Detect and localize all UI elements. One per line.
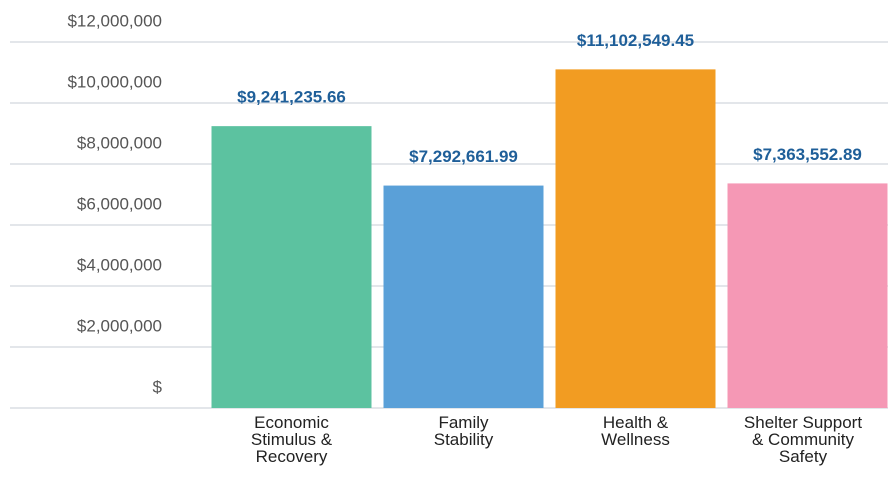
bar — [555, 69, 716, 408]
x-tick-label: Family Stability — [433, 413, 494, 449]
bar — [211, 126, 372, 409]
value-label: $7,363,552.89 — [753, 145, 862, 164]
y-tick-label: $12,000,000 — [67, 11, 162, 30]
y-tick-label: $4,000,000 — [77, 255, 162, 274]
value-label: $11,102,549.45 — [577, 31, 694, 50]
bar — [727, 183, 888, 408]
y-tick-label: $8,000,000 — [77, 133, 162, 152]
value-label: $9,241,235.66 — [237, 88, 346, 107]
y-tick-label: $2,000,000 — [77, 316, 162, 335]
bar — [383, 185, 544, 408]
x-tick-label: Shelter Support & Community Safety — [743, 413, 863, 466]
value-label: $7,292,661.99 — [409, 147, 518, 166]
x-tick-label: Economic Stimulus & Recovery — [250, 413, 333, 466]
y-tick-label: $6,000,000 — [77, 194, 162, 213]
y-tick-label: $10,000,000 — [67, 72, 162, 91]
x-tick-label: Health & Wellness — [601, 413, 670, 449]
y-tick-label: $ — [153, 377, 163, 396]
